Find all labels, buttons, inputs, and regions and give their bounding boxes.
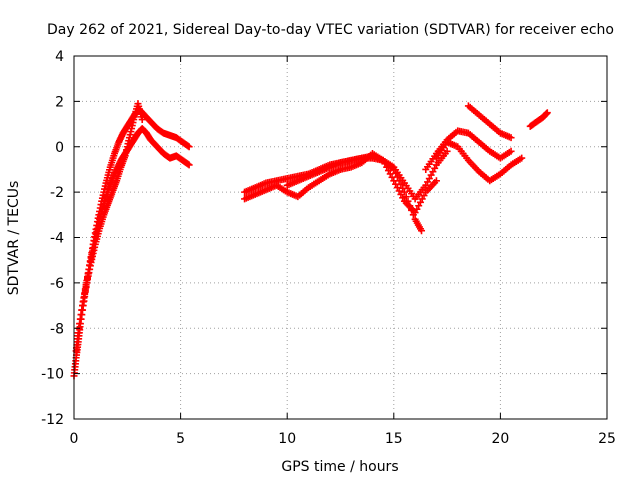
x-tick-label: 25 [598,431,616,447]
data-point-marker [418,227,426,235]
data-point-marker [432,177,440,185]
data-point-marker [443,147,451,155]
y-tick-label: -10 [41,367,64,383]
data-point-marker [138,116,146,124]
data-point-marker [543,109,551,117]
data-point-marker [507,147,515,155]
satellite-track-F [283,147,451,203]
axis-ticks: 0 5 10 15 20 25 -12 -10 -8 -6 -4 -2 0 2 4 [41,49,616,447]
data-points [70,100,551,380]
chart-title: Day 262 of 2021, Sidereal Day-to-day VTE… [47,22,614,38]
y-tick-label: -8 [50,321,64,337]
satellite-track-G [422,127,515,173]
satellite-track-I [464,102,515,142]
data-point-marker [185,161,193,169]
data-point-marker [402,193,410,201]
x-tick-label: 15 [385,431,403,447]
data-point-marker [185,143,193,151]
y-axis-label: SDTVAR / TECUs [6,181,22,296]
x-axis-label: GPS time / hours [281,459,398,475]
y-tick-label: -12 [41,412,64,428]
y-tick-label: 4 [55,49,64,65]
y-tick-label: 0 [55,140,64,156]
x-tick-label: 20 [491,431,509,447]
satellite-track-H [432,138,526,185]
data-point-marker [518,154,526,162]
data-point-marker [507,134,515,142]
x-tick-label: 5 [176,431,185,447]
y-tick-label: 2 [55,94,64,110]
y-tick-label: -4 [50,231,64,247]
data-point-marker [400,188,408,196]
y-tick-label: -6 [50,276,64,292]
x-tick-label: 0 [70,431,79,447]
x-tick-label: 10 [278,431,296,447]
grid-lines [74,56,607,419]
satellite-track-J [526,109,551,130]
y-tick-label: -2 [50,185,64,201]
satellite-track-C [74,100,146,337]
